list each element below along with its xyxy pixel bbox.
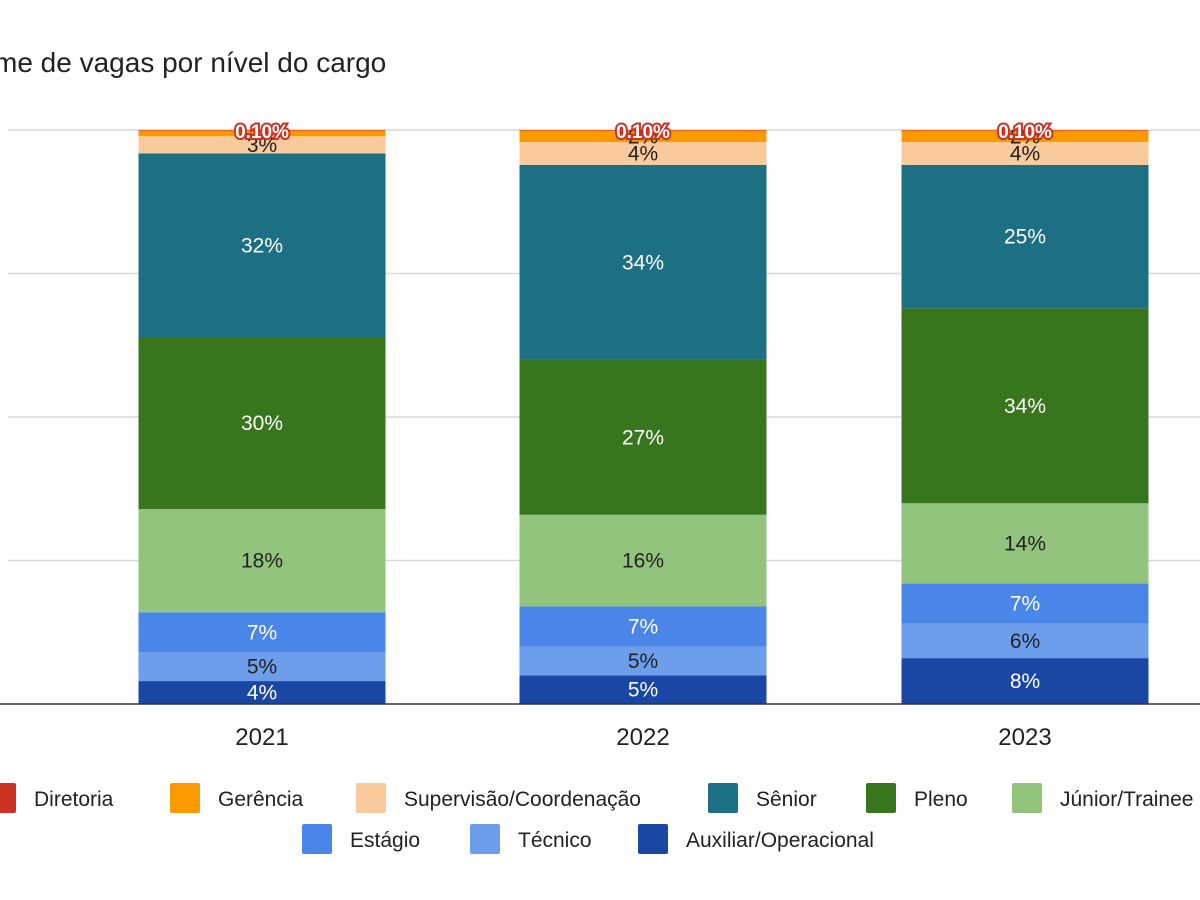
bar-data-label: 2% — [1010, 125, 1040, 148]
bar-segment — [519, 675, 767, 704]
legend-swatch — [866, 783, 896, 813]
bar-data-label: 8% — [1010, 670, 1040, 693]
bar-segment — [901, 658, 1149, 704]
x-axis-tick-labels: 2021 2022 2023 — [235, 724, 1051, 751]
legend-swatch — [470, 824, 500, 854]
bar-segment — [138, 337, 386, 510]
legend-swatch — [356, 783, 386, 813]
legend-label: Auxiliar/Operacional — [686, 829, 874, 852]
bar-data-label: 2% — [628, 125, 658, 148]
bar-segment — [519, 130, 767, 131]
bar-segment — [901, 583, 1149, 624]
bars — [138, 130, 1149, 704]
bar-segment — [901, 142, 1149, 165]
bar-data-label: 0.10% — [998, 122, 1052, 143]
bar-data-label: 0.10% — [235, 122, 289, 143]
bar-segment — [901, 503, 1149, 584]
legend: Diretoria Gerência Supervisão/Coordenação S… — [0, 783, 1193, 854]
bar-data-label: 18% — [241, 550, 283, 573]
chart-title: me de vagas por nível do cargo — [0, 47, 386, 78]
legend-swatch — [638, 824, 668, 854]
bar-segment — [519, 514, 767, 607]
bar-segment — [519, 130, 767, 143]
bar-segment — [901, 130, 1149, 143]
data-labels: 4%5%7%18%30%32%3%0.10%5%5%7%16%27%34%4%2… — [233, 120, 1054, 705]
bar-data-label: 4% — [628, 143, 658, 166]
bar-data-label: 4% — [247, 682, 277, 705]
bar-segment — [519, 142, 767, 165]
bar-data-label: 6% — [1010, 630, 1040, 653]
bar-data-label: 14% — [1004, 532, 1046, 555]
bar-segment — [519, 164, 767, 360]
bar-data-label: 5% — [247, 656, 277, 679]
legend-label: Pleno — [914, 788, 968, 811]
bar-segment — [901, 308, 1149, 504]
bar-data-label: 25% — [1004, 226, 1046, 249]
legend-label: Estágio — [350, 829, 420, 852]
legend-label: Técnico — [518, 829, 592, 852]
bar-segment — [901, 623, 1149, 659]
legend-swatch — [1012, 783, 1042, 813]
bar-data-label: 16% — [622, 550, 664, 573]
bar-data-label: 7% — [1010, 593, 1040, 616]
bar-segment — [138, 509, 386, 613]
bar-segment — [519, 646, 767, 676]
bar-data-label: 27% — [622, 426, 664, 449]
legend-label: Gerência — [218, 788, 304, 811]
legend-swatch — [0, 783, 16, 813]
bar-segment — [138, 153, 386, 338]
bar-segment — [519, 359, 767, 515]
bar-segment — [901, 164, 1149, 309]
legend-swatch — [302, 824, 332, 854]
bar-segment — [138, 612, 386, 653]
bar-data-label: 0.10% — [616, 122, 670, 143]
bar-data-label: 4% — [1010, 143, 1040, 166]
bar-segment — [138, 136, 386, 154]
legend-label: Sênior — [756, 788, 817, 811]
bar-segment — [138, 681, 386, 704]
bar-data-label: 5% — [628, 650, 658, 673]
bar-data-label: 3% — [247, 134, 277, 157]
bar-data-label: 5% — [628, 679, 658, 702]
bar-segment — [138, 130, 386, 137]
bar-segment — [138, 652, 386, 682]
bar-data-label: 7% — [247, 621, 277, 644]
legend-label: Diretoria — [34, 788, 114, 811]
bar-data-label: 32% — [241, 234, 283, 257]
bar-data-label: 34% — [622, 251, 664, 274]
x-tick-label: 2023 — [998, 724, 1051, 751]
legend-label: Supervisão/Coordenação — [404, 788, 641, 811]
bar-data-label: 30% — [241, 412, 283, 435]
bar-data-label: 34% — [1004, 395, 1046, 418]
legend-swatch — [708, 783, 738, 813]
bar-segment — [519, 606, 767, 647]
legend-swatch — [170, 783, 200, 813]
legend-label: Júnior/Trainee — [1060, 788, 1193, 811]
x-tick-label: 2021 — [235, 724, 288, 751]
x-tick-label: 2022 — [616, 724, 669, 751]
bar-data-label: 7% — [628, 616, 658, 639]
bar-segment — [138, 130, 386, 131]
bar-segment — [901, 130, 1149, 131]
